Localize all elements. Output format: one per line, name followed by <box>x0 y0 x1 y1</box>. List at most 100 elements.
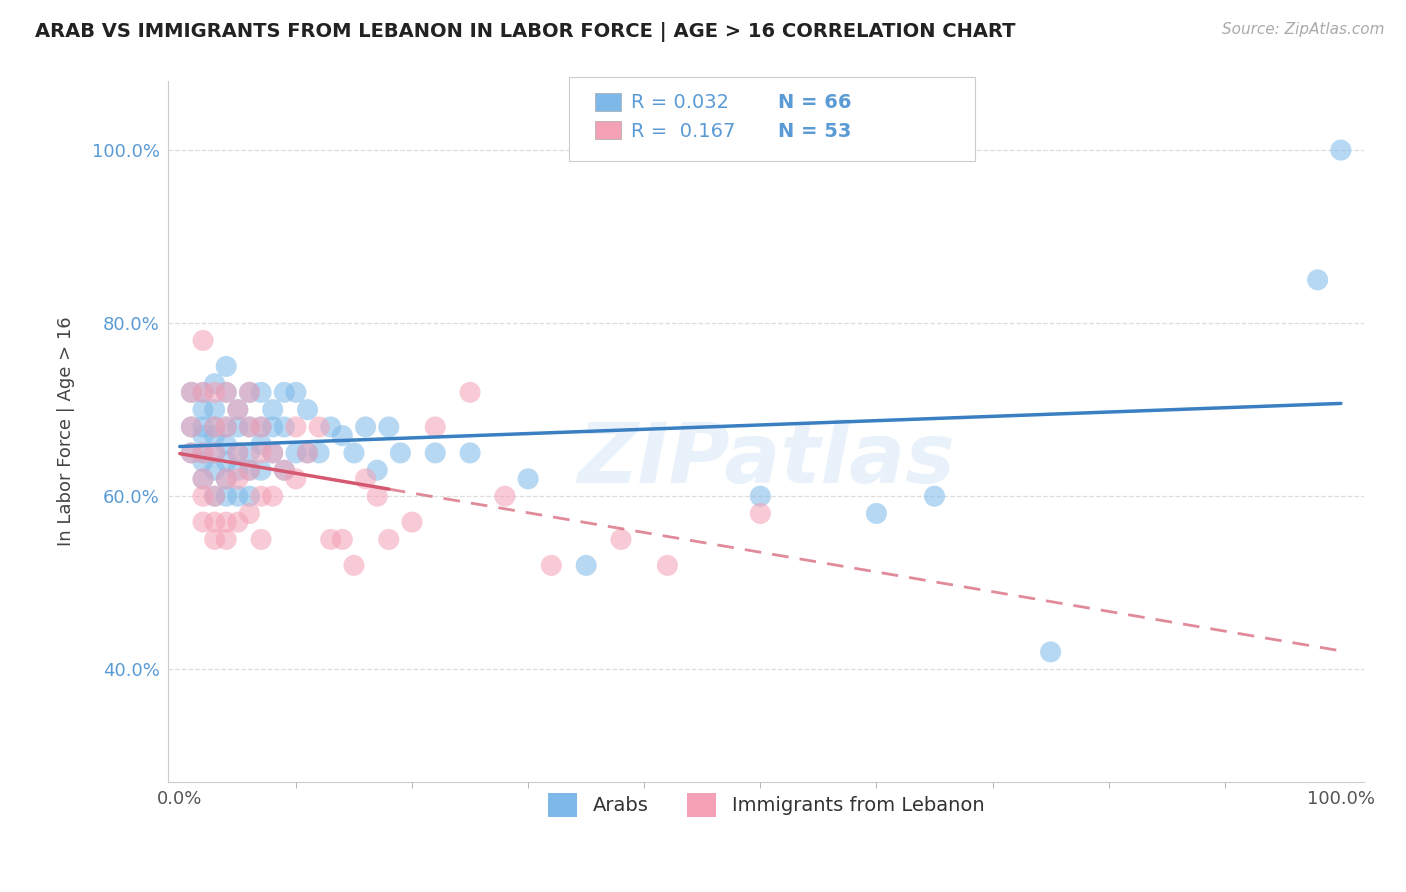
Point <box>250 420 273 434</box>
Point <box>273 463 295 477</box>
Point <box>284 446 307 460</box>
Point <box>389 446 412 460</box>
Point <box>238 507 260 521</box>
Point <box>308 446 330 460</box>
Point <box>226 446 249 460</box>
Point <box>215 385 238 400</box>
Point <box>250 437 273 451</box>
Point <box>238 385 260 400</box>
Point <box>226 446 249 460</box>
Point <box>191 515 214 529</box>
Point <box>250 446 273 460</box>
Point <box>319 420 342 434</box>
Point <box>191 472 214 486</box>
Point <box>458 446 481 460</box>
Point <box>343 558 366 573</box>
Point <box>204 428 226 442</box>
Point <box>238 446 260 460</box>
FancyBboxPatch shape <box>569 78 976 161</box>
Point <box>330 533 353 547</box>
Point <box>250 420 273 434</box>
Point <box>354 472 377 486</box>
Point <box>204 463 226 477</box>
Point <box>191 454 214 468</box>
Y-axis label: In Labor Force | Age > 16: In Labor Force | Age > 16 <box>58 317 75 546</box>
Point <box>215 533 238 547</box>
Point <box>284 420 307 434</box>
Point <box>191 334 214 348</box>
Point <box>215 385 238 400</box>
Point <box>191 489 214 503</box>
Point <box>262 446 284 460</box>
Text: R =  0.167: R = 0.167 <box>631 122 735 141</box>
Point <box>180 420 202 434</box>
Point <box>1330 143 1353 157</box>
Point <box>354 420 377 434</box>
Point <box>343 446 366 460</box>
Point <box>191 420 214 434</box>
Point <box>238 420 260 434</box>
Point <box>238 420 260 434</box>
Point <box>308 420 330 434</box>
Point <box>1306 273 1329 287</box>
Point <box>319 533 342 547</box>
Point <box>238 489 260 503</box>
Point <box>238 385 260 400</box>
Point <box>330 428 353 442</box>
Point <box>204 489 226 503</box>
Text: N = 53: N = 53 <box>778 122 852 141</box>
Point <box>250 463 273 477</box>
Point <box>204 420 226 434</box>
Point <box>215 489 238 503</box>
Point <box>297 446 319 460</box>
Text: N = 66: N = 66 <box>778 93 852 112</box>
Point <box>262 402 284 417</box>
Point <box>215 515 238 529</box>
Point <box>517 472 540 486</box>
Point <box>378 533 401 547</box>
Point <box>180 420 202 434</box>
Point <box>215 454 238 468</box>
Point <box>204 533 226 547</box>
Point <box>226 463 249 477</box>
Point <box>284 472 307 486</box>
Point <box>865 507 887 521</box>
Point <box>657 558 679 573</box>
Text: ARAB VS IMMIGRANTS FROM LEBANON IN LABOR FORCE | AGE > 16 CORRELATION CHART: ARAB VS IMMIGRANTS FROM LEBANON IN LABOR… <box>35 22 1015 42</box>
Point <box>204 402 226 417</box>
FancyBboxPatch shape <box>595 120 621 139</box>
Point <box>262 489 284 503</box>
Text: R = 0.032: R = 0.032 <box>631 93 728 112</box>
Point <box>215 472 238 486</box>
Point <box>191 402 214 417</box>
Point <box>366 463 388 477</box>
Point <box>204 385 226 400</box>
Point <box>273 463 295 477</box>
Point <box>250 385 273 400</box>
FancyBboxPatch shape <box>595 93 621 111</box>
Point <box>226 489 249 503</box>
Point <box>610 533 633 547</box>
Point <box>1039 645 1062 659</box>
Point <box>425 420 447 434</box>
Point <box>273 385 295 400</box>
Point <box>297 402 319 417</box>
Point <box>250 533 273 547</box>
Point <box>215 437 238 451</box>
Point <box>262 420 284 434</box>
Point <box>204 446 226 460</box>
Point <box>749 489 772 503</box>
Point <box>204 376 226 391</box>
Point <box>425 446 447 460</box>
Point <box>226 402 249 417</box>
Point <box>215 420 238 434</box>
Legend: Arabs, Immigrants from Lebanon: Arabs, Immigrants from Lebanon <box>540 785 993 824</box>
Point <box>238 463 260 477</box>
Point <box>191 385 214 400</box>
Point <box>262 446 284 460</box>
Point <box>226 515 249 529</box>
Point <box>215 472 238 486</box>
Point <box>180 385 202 400</box>
Point <box>250 489 273 503</box>
Point <box>366 489 388 503</box>
